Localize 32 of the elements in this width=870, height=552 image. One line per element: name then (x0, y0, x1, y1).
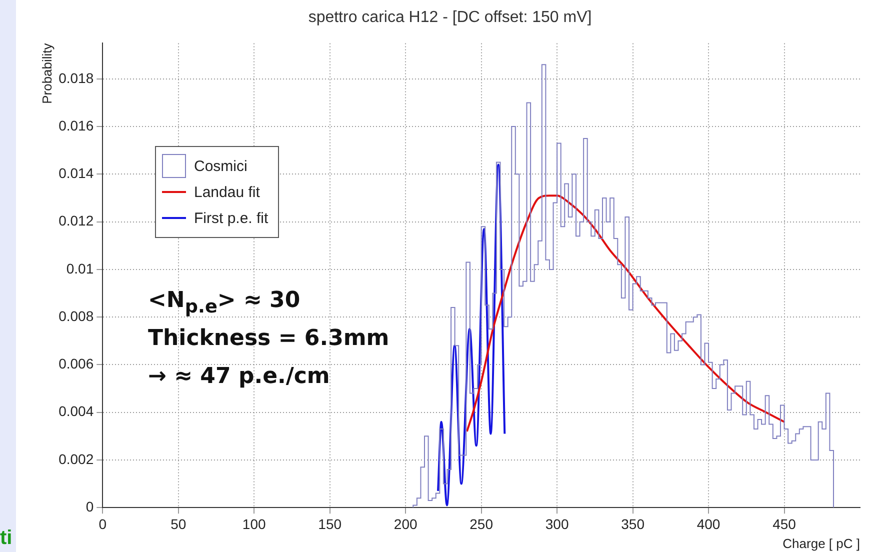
x-tick-label: 200 (394, 516, 418, 532)
chart-title: spettro carica H12 - [DC offset: 150 mV] (308, 9, 592, 26)
x-tick-label: 400 (696, 516, 720, 532)
legend-label: First p.e. fit (194, 210, 268, 226)
y-tick-label: 0.002 (58, 450, 94, 467)
y-tick-label: 0.006 (58, 356, 94, 372)
x-tick-label: 450 (772, 516, 796, 532)
y-tick-label: 0.008 (58, 308, 94, 324)
line-series (466, 194, 786, 432)
x-tick-label: 300 (545, 516, 569, 532)
y-tick-label: 0.004 (58, 403, 94, 420)
x-tick-label: 50 (170, 516, 186, 532)
text: ti (0, 527, 12, 550)
legend-label: Landau fit (194, 184, 260, 200)
y-tick-label: 0.014 (58, 165, 94, 182)
y-axis-title: Probability (39, 42, 54, 104)
y-tick-label: 0 (86, 498, 94, 514)
line-series (436, 164, 506, 506)
annotation: <N$_{p.e}$> ≈ 30 (148, 288, 300, 318)
x-tick-label: 0 (98, 516, 107, 532)
y-tick-label: 0.01 (66, 260, 94, 276)
y-tick-label: 0.018 (58, 70, 94, 86)
y-tick-label: 0.016 (58, 117, 94, 134)
annotation: Thickness = 6.3mm (148, 326, 390, 351)
legend-label: Cosmici (194, 158, 248, 174)
x-tick-label: 150 (318, 516, 342, 532)
x-tick-label: 100 (242, 516, 266, 532)
x-tick-label: 350 (621, 516, 645, 532)
annotation: → ≈ 47 p.e./cm (148, 364, 330, 389)
x-axis-title: Charge [ pC ] (782, 536, 860, 551)
y-tick-label: 0.012 (58, 212, 94, 229)
x-tick-label: 250 (470, 516, 494, 532)
